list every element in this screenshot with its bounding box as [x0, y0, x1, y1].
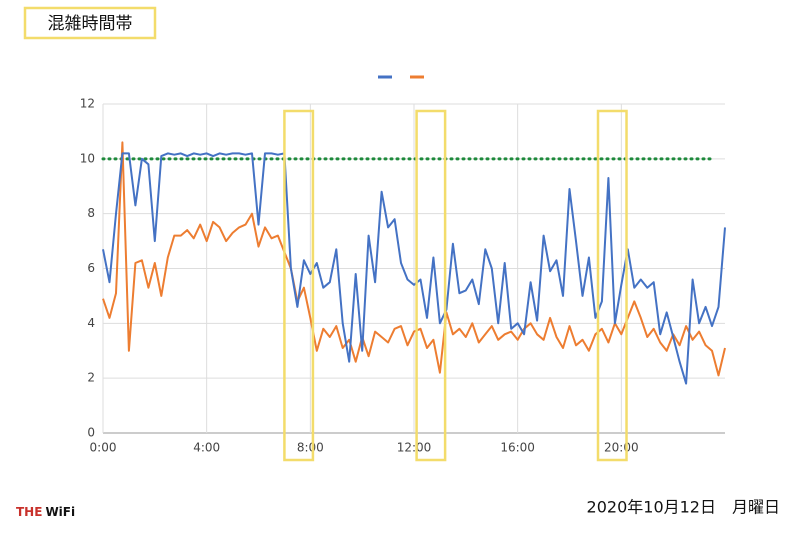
series-line	[102, 152, 726, 385]
x-tick-label: 4:00	[193, 441, 220, 455]
highlight-box	[596, 109, 628, 462]
y-tick-label: 8	[87, 206, 95, 220]
y-tick-label: 6	[87, 261, 95, 275]
x-tick-label: 8:00	[297, 441, 324, 455]
x-tick-label: 12:00	[397, 441, 432, 455]
series-line	[102, 141, 726, 377]
x-tick-label: 16:00	[500, 441, 535, 455]
y-tick-label: 10	[80, 151, 95, 165]
highlight-box	[283, 109, 315, 462]
title: 混雑時間帯	[48, 14, 133, 34]
logo-part: WiFi	[45, 505, 75, 519]
y-tick-label: 4	[87, 316, 95, 330]
y-tick-label: 2	[87, 371, 95, 385]
x-tick-label: 0:00	[90, 441, 117, 455]
logo-part: THE	[16, 505, 42, 519]
date: 2020年10月12日 月曜日	[587, 498, 780, 517]
y-tick-label: 12	[80, 97, 95, 111]
title-box	[23, 6, 157, 40]
highlight-box	[415, 109, 447, 462]
x-tick-label: 20:00	[604, 441, 639, 455]
y-tick-label: 0	[87, 426, 95, 440]
logo: THE WiFi	[16, 505, 75, 519]
